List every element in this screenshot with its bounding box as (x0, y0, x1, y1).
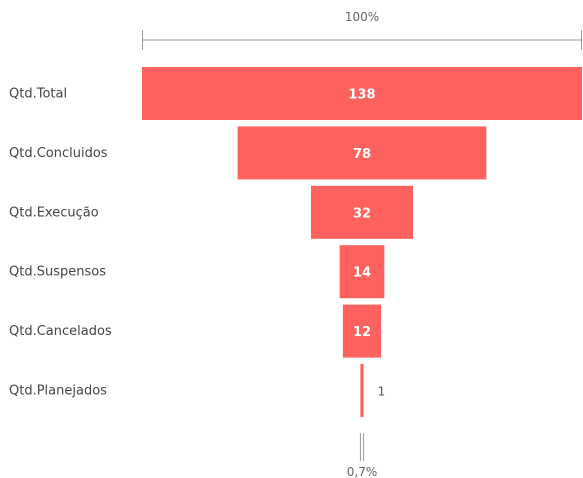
bar-value-label: 138 (348, 88, 375, 103)
category-label: Qtd.Cancelados (9, 324, 112, 339)
top-percent-indicator: 100% (142, 10, 582, 50)
funnel-bar[interactable] (310, 185, 414, 239)
category-label: Qtd.Execução (9, 205, 99, 220)
funnel-bar[interactable] (360, 364, 364, 417)
funnel-bar[interactable] (142, 67, 582, 120)
funnel-bar[interactable] (342, 304, 382, 358)
category-label: Qtd.Suspensos (9, 265, 106, 280)
bottom-percent-indicator: 0,7% (347, 433, 378, 478)
category-label: Qtd.Planejados (9, 384, 107, 399)
bar-value-label: 12 (353, 325, 371, 340)
top-percent-label: 100% (345, 10, 379, 24)
bar-value-label: 14 (353, 266, 371, 281)
bottom-percent-label: 0,7% (347, 465, 378, 478)
bar-value-label: 32 (353, 206, 371, 221)
funnel-rows: Qtd.Total 138 Qtd.Concluidos 78 Qtd.Execução… (9, 67, 582, 417)
funnel-bar[interactable] (339, 245, 385, 299)
category-label: Qtd.Total (9, 87, 67, 102)
funnel-bar[interactable] (237, 126, 487, 180)
category-label: Qtd.Concluidos (9, 146, 108, 161)
bar-value-label: 1 (378, 385, 386, 399)
bar-value-label: 78 (353, 147, 371, 162)
